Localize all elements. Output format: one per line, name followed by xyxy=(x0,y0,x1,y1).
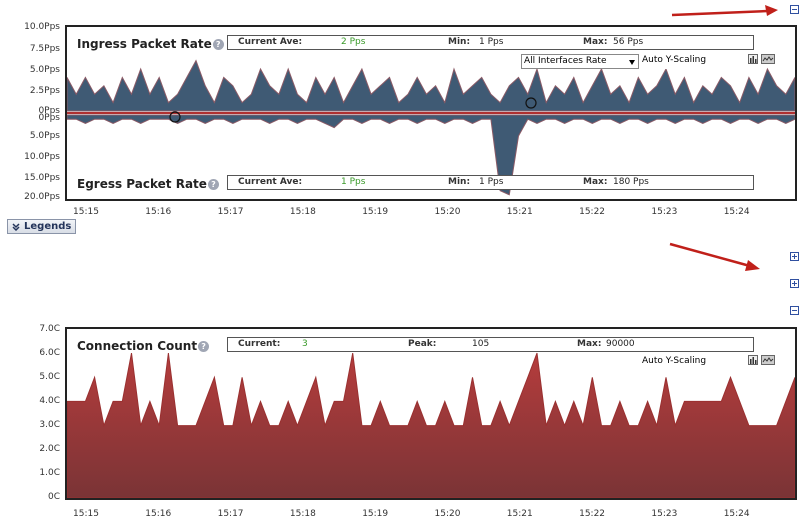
stat-label: Min: xyxy=(448,37,471,47)
x-tick-label: 15:24 xyxy=(723,509,750,519)
x-tick-label: 15:15 xyxy=(73,509,99,519)
ingress-stats-box: Current Ave: 2 Pps Min: 1 Pps Max: 56 Pp… xyxy=(227,35,754,50)
stat-label: Max: xyxy=(577,339,602,349)
egress-y-tick: 20.0Pps xyxy=(24,192,60,202)
stat-label: Peak: xyxy=(408,339,437,349)
connection-stats-box: Current: 3 Peak: 105 Max: 90000 xyxy=(227,337,754,352)
ingress-marker xyxy=(169,111,181,123)
collapse-connection-panel-button[interactable] xyxy=(790,306,799,315)
ingress-marker xyxy=(525,97,537,109)
stat-value: 1 Pps xyxy=(341,177,366,187)
x-tick-label: 15:16 xyxy=(145,509,172,519)
ingress-chart-title: Ingress Packet Rate? xyxy=(77,37,224,51)
expand-panel-button[interactable] xyxy=(790,279,799,288)
x-tick-label: 15:21 xyxy=(506,509,533,519)
stat-value: 56 Pps xyxy=(613,37,644,47)
connection-y-tick: 3.0C xyxy=(39,420,60,430)
ingress-y-tick: 7.5Pps xyxy=(29,44,60,54)
ingress-y-tick: 10.0Pps xyxy=(24,22,60,32)
x-tick-label: 15:15 xyxy=(73,207,99,217)
y-scaling-select[interactable]: Auto Y-Scaling xyxy=(640,355,742,370)
x-tick-label: 15:20 xyxy=(434,207,461,217)
connection-chart-plot xyxy=(67,352,795,498)
stat-label: Max: xyxy=(583,37,608,47)
egress-y-tick: 5.0Pps xyxy=(29,131,60,141)
stat-label: Current: xyxy=(238,339,281,349)
packet-chart-plot xyxy=(67,59,795,196)
x-tick-label: 15:23 xyxy=(651,207,678,217)
red-arrow-icon xyxy=(671,5,778,17)
x-tick-label: 15:18 xyxy=(289,509,316,519)
stat-label: Current Ave: xyxy=(238,37,303,47)
ingress-area-series xyxy=(67,59,795,112)
connection-y-tick: 1.0C xyxy=(39,468,60,478)
x-tick-label: 15:19 xyxy=(362,509,389,519)
x-tick-label: 15:21 xyxy=(506,207,533,217)
connection-area-series xyxy=(67,352,795,498)
y-scaling-select[interactable]: Auto Y-Scaling xyxy=(640,54,742,69)
connection-y-tick: 5.0C xyxy=(39,372,60,382)
chevron-down-icon xyxy=(629,60,635,65)
egress-y-tick: 0Pps xyxy=(38,113,60,123)
stat-label: Min: xyxy=(448,177,471,187)
help-icon[interactable]: ? xyxy=(198,341,210,352)
expand-panel-button[interactable] xyxy=(790,252,799,261)
stat-value: 180 Pps xyxy=(613,177,649,187)
stat-value: 105 xyxy=(472,339,490,349)
connection-y-tick: 7.0C xyxy=(39,324,60,334)
connection-chart-title: Connection Count? xyxy=(77,339,210,353)
bar-chart-icon[interactable] xyxy=(748,355,758,365)
packet-chart-frame: Ingress Packet Rate? Current Ave: 2 Pps … xyxy=(65,25,797,201)
legends-button[interactable]: Legends xyxy=(7,219,76,234)
connection-y-tick: 4.0C xyxy=(39,396,60,406)
stat-label: Current Ave: xyxy=(238,177,303,187)
ingress-y-tick: 2.5Pps xyxy=(29,86,60,96)
connection-y-tick: 2.0C xyxy=(39,444,60,454)
ingress-y-tick: 5.0Pps xyxy=(29,65,60,75)
stat-value: 1 Pps xyxy=(479,177,504,187)
collapse-packet-panel-button[interactable] xyxy=(790,5,799,14)
x-tick-label: 15:19 xyxy=(362,207,389,217)
x-tick-label: 15:22 xyxy=(579,207,606,217)
connection-chart-frame: Connection Count? Current: 3 Peak: 105 M… xyxy=(65,327,797,500)
x-tick-label: 15:16 xyxy=(145,207,172,217)
stat-value: 1 Pps xyxy=(479,37,504,47)
ingress-y-tick: 0Pps xyxy=(38,106,60,116)
red-arrow-icon xyxy=(669,242,760,271)
egress-area-series xyxy=(67,114,795,196)
stat-label: Max: xyxy=(583,177,608,187)
stat-value: 90000 xyxy=(606,339,635,349)
connection-y-tick: 0C xyxy=(47,492,60,502)
help-icon[interactable]: ? xyxy=(207,179,219,190)
interface-select[interactable]: All Interfaces Rate xyxy=(521,54,639,69)
help-icon[interactable]: ? xyxy=(212,39,224,50)
area-chart-icon[interactable] xyxy=(761,355,775,365)
stat-value: 3 xyxy=(302,339,308,349)
area-chart-icon[interactable] xyxy=(761,54,775,64)
x-tick-label: 15:22 xyxy=(579,509,606,519)
x-tick-label: 15:18 xyxy=(289,207,316,217)
x-tick-label: 15:20 xyxy=(434,509,461,519)
x-tick-label: 15:17 xyxy=(217,509,244,519)
egress-chart-title: Egress Packet Rate? xyxy=(77,177,219,191)
egress-y-tick: 15.0Pps xyxy=(24,173,60,183)
stat-value: 2 Pps xyxy=(341,37,366,47)
x-tick-label: 15:17 xyxy=(217,207,244,217)
egress-stats-box: Current Ave: 1 Pps Min: 1 Pps Max: 180 P… xyxy=(227,175,754,190)
double-chevron-down-icon xyxy=(12,223,20,231)
x-tick-label: 15:24 xyxy=(723,207,750,217)
bar-chart-icon[interactable] xyxy=(748,54,758,64)
x-tick-label: 15:23 xyxy=(651,509,678,519)
egress-y-tick: 10.0Pps xyxy=(24,152,60,162)
connection-y-tick: 6.0C xyxy=(39,348,60,358)
